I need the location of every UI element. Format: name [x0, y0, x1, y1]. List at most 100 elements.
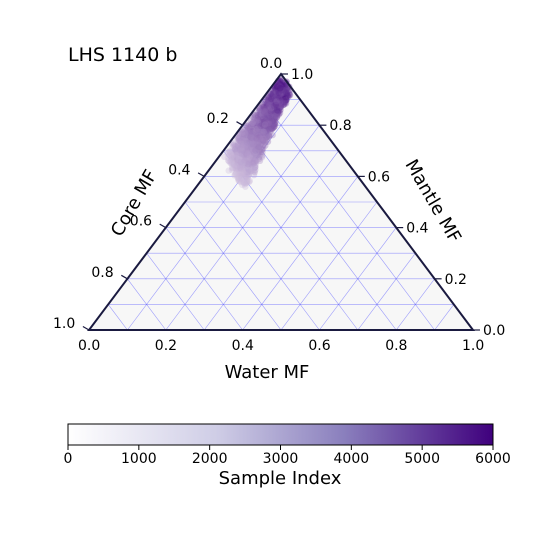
sample-point — [247, 132, 254, 139]
sample-point — [265, 112, 272, 119]
sample-point — [275, 100, 282, 107]
sample-point — [244, 154, 251, 161]
sample-point — [242, 143, 250, 151]
sample-point — [234, 157, 242, 164]
sample-point — [235, 170, 242, 177]
sample-point — [233, 170, 240, 177]
sample-point — [274, 92, 281, 100]
sample-point — [233, 153, 240, 161]
sample-point — [251, 112, 259, 119]
sample-point — [237, 156, 244, 163]
sample-point — [281, 98, 288, 106]
sample-point — [249, 160, 257, 167]
sample-point — [243, 160, 250, 168]
sample-point — [257, 112, 264, 119]
sample-point — [263, 123, 270, 130]
sample-point — [265, 132, 273, 140]
sample-point — [264, 119, 272, 126]
sample-point — [271, 105, 278, 112]
sample-point — [257, 111, 265, 118]
sample-point — [271, 121, 279, 128]
sample-point — [280, 87, 287, 94]
sample-point — [233, 160, 241, 168]
sample-point — [279, 81, 286, 88]
sample-point — [234, 165, 242, 172]
sample-point — [235, 155, 243, 163]
sample-point — [231, 172, 238, 179]
sample-point — [246, 147, 253, 154]
sample-point — [235, 164, 243, 171]
sample-point — [233, 154, 240, 161]
sample-point — [259, 120, 266, 127]
sample-point — [261, 118, 268, 126]
sample-point — [237, 153, 244, 160]
sample-point — [276, 84, 284, 92]
sample-point — [252, 166, 259, 174]
sample-point — [239, 163, 247, 170]
sample-point — [238, 162, 245, 169]
sample-point — [277, 85, 284, 92]
sample-point — [275, 87, 282, 95]
sample-point — [264, 120, 271, 127]
sample-point — [254, 121, 261, 128]
core-tick — [82, 325, 90, 331]
sample-point — [238, 175, 245, 182]
sample-point — [242, 132, 249, 139]
sample-point — [244, 150, 252, 157]
sample-point — [257, 131, 265, 138]
sample-point — [245, 152, 252, 159]
sample-point — [244, 148, 251, 155]
sample-point — [271, 95, 279, 102]
sample-point — [272, 89, 280, 96]
sample-point — [260, 114, 267, 122]
sample-point — [225, 167, 232, 174]
sample-point — [249, 151, 256, 158]
sample-point — [248, 151, 256, 158]
sample-point — [259, 128, 266, 136]
sample-point — [247, 128, 254, 135]
sample-point — [265, 127, 273, 134]
sample-point — [242, 145, 249, 152]
sample-point — [258, 137, 265, 145]
sample-point — [244, 154, 251, 162]
sample-point — [235, 167, 242, 174]
grid-line-water — [127, 99, 301, 331]
grid-line-water — [357, 253, 416, 331]
sample-point — [234, 150, 241, 157]
sample-point — [246, 138, 254, 145]
sample-point — [274, 108, 282, 115]
water-tick-label: 0.4 — [232, 338, 254, 354]
sample-point — [249, 146, 257, 154]
sample-point — [243, 155, 250, 162]
sample-point — [262, 142, 269, 149]
sample-point — [253, 134, 260, 141]
sample-point — [239, 156, 246, 164]
sample-point — [273, 93, 280, 100]
sample-point — [246, 130, 253, 137]
sample-point — [279, 92, 287, 99]
sample-point — [243, 141, 250, 148]
sample-point — [256, 115, 264, 122]
sample-point — [277, 96, 285, 103]
sample-point — [246, 136, 253, 143]
sample-point — [270, 98, 278, 105]
sample-point — [241, 143, 249, 150]
sample-point — [260, 111, 268, 118]
core-tick — [159, 223, 167, 229]
sample-point — [232, 162, 239, 169]
sample-point — [284, 92, 291, 100]
sample-point — [281, 86, 289, 93]
sample-point — [273, 113, 281, 120]
sample-point — [231, 164, 238, 172]
sample-point — [252, 127, 259, 134]
grid-line-core — [261, 99, 435, 331]
sample-point — [265, 123, 273, 130]
sample-point — [246, 155, 253, 162]
sample-point — [250, 141, 257, 148]
sample-point — [251, 115, 259, 123]
sample-point — [242, 157, 250, 164]
sample-point — [250, 134, 257, 141]
sample-point — [263, 134, 270, 141]
sample-point — [254, 132, 261, 139]
sample-point — [253, 152, 260, 159]
